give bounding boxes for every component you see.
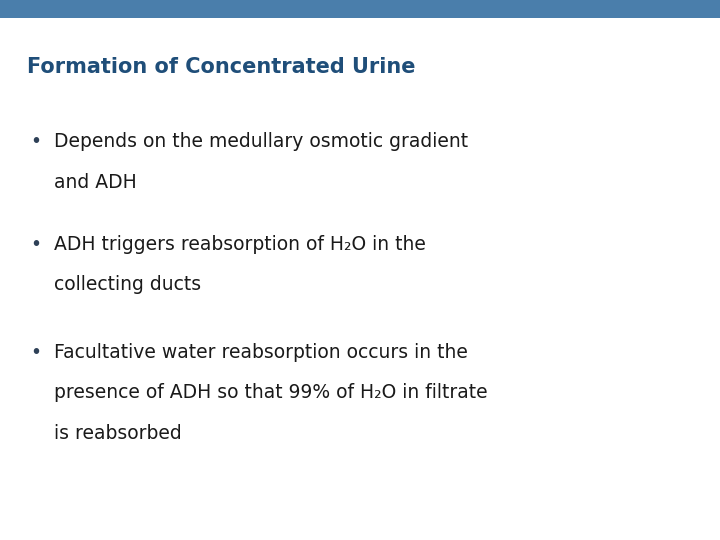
Text: Formation of Concentrated Urine: Formation of Concentrated Urine	[27, 57, 416, 77]
Text: •: •	[30, 343, 41, 362]
Text: •: •	[30, 132, 41, 151]
Text: collecting ducts: collecting ducts	[54, 275, 201, 294]
Text: Facultative water reabsorption occurs in the: Facultative water reabsorption occurs in…	[54, 343, 468, 362]
Text: is reabsorbed: is reabsorbed	[54, 424, 181, 443]
Bar	[0, 0, 720, 18]
Text: Depends on the medullary osmotic gradient: Depends on the medullary osmotic gradien…	[54, 132, 468, 151]
Text: ADH triggers reabsorption of H₂O in the: ADH triggers reabsorption of H₂O in the	[54, 235, 426, 254]
Text: and ADH: and ADH	[54, 173, 137, 192]
Text: presence of ADH so that 99% of H₂O in filtrate: presence of ADH so that 99% of H₂O in fi…	[54, 383, 487, 402]
Text: •: •	[30, 235, 41, 254]
